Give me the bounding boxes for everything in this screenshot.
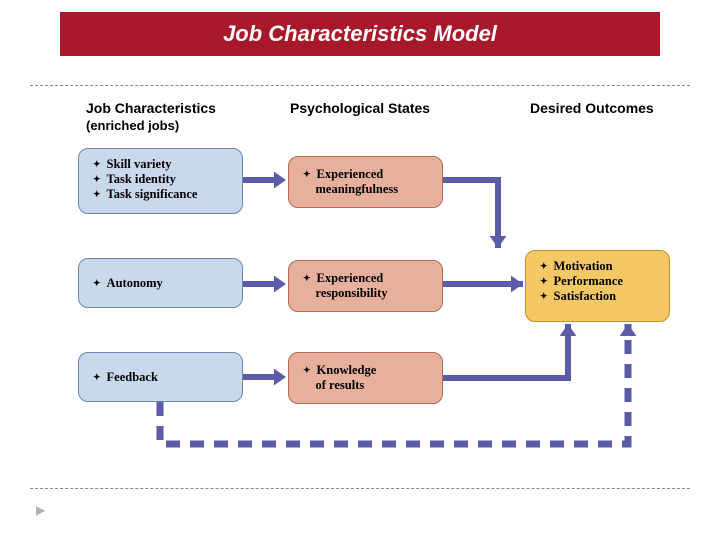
box-feedback: Feedback [78, 352, 243, 402]
footer-marker-icon: ▶ [36, 503, 45, 518]
box-meaningfulness: Experienced meaningfulness [288, 156, 443, 208]
divider-top [30, 85, 690, 86]
col1-subheader: (enriched jobs) [86, 118, 179, 133]
col1-header: Job Characteristics [86, 100, 216, 116]
box-outcomes: MotivationPerformanceSatisfaction [525, 250, 670, 322]
box-skill-variety: Skill varietyTask identityTask significa… [78, 148, 243, 214]
divider-bottom [30, 488, 690, 489]
col2-header: Psychological States [290, 100, 430, 116]
box-responsibility: Experienced responsibility [288, 260, 443, 312]
title-bar: Job Characteristics Model [60, 12, 660, 56]
page-title: Job Characteristics Model [223, 21, 497, 47]
col3-header: Desired Outcomes [530, 100, 654, 116]
box-knowledge: Knowledge of results [288, 352, 443, 404]
box-autonomy: Autonomy [78, 258, 243, 308]
